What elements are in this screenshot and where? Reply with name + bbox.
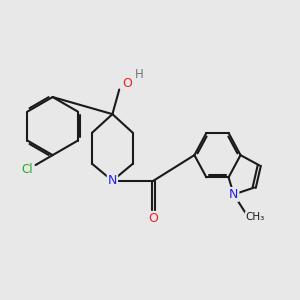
Text: Cl: Cl bbox=[21, 163, 33, 176]
Text: O: O bbox=[122, 77, 132, 90]
Text: H: H bbox=[135, 68, 143, 81]
Text: N: N bbox=[229, 188, 238, 201]
Text: N: N bbox=[108, 174, 117, 187]
Text: CH₃: CH₃ bbox=[246, 212, 265, 222]
Text: O: O bbox=[148, 212, 158, 225]
